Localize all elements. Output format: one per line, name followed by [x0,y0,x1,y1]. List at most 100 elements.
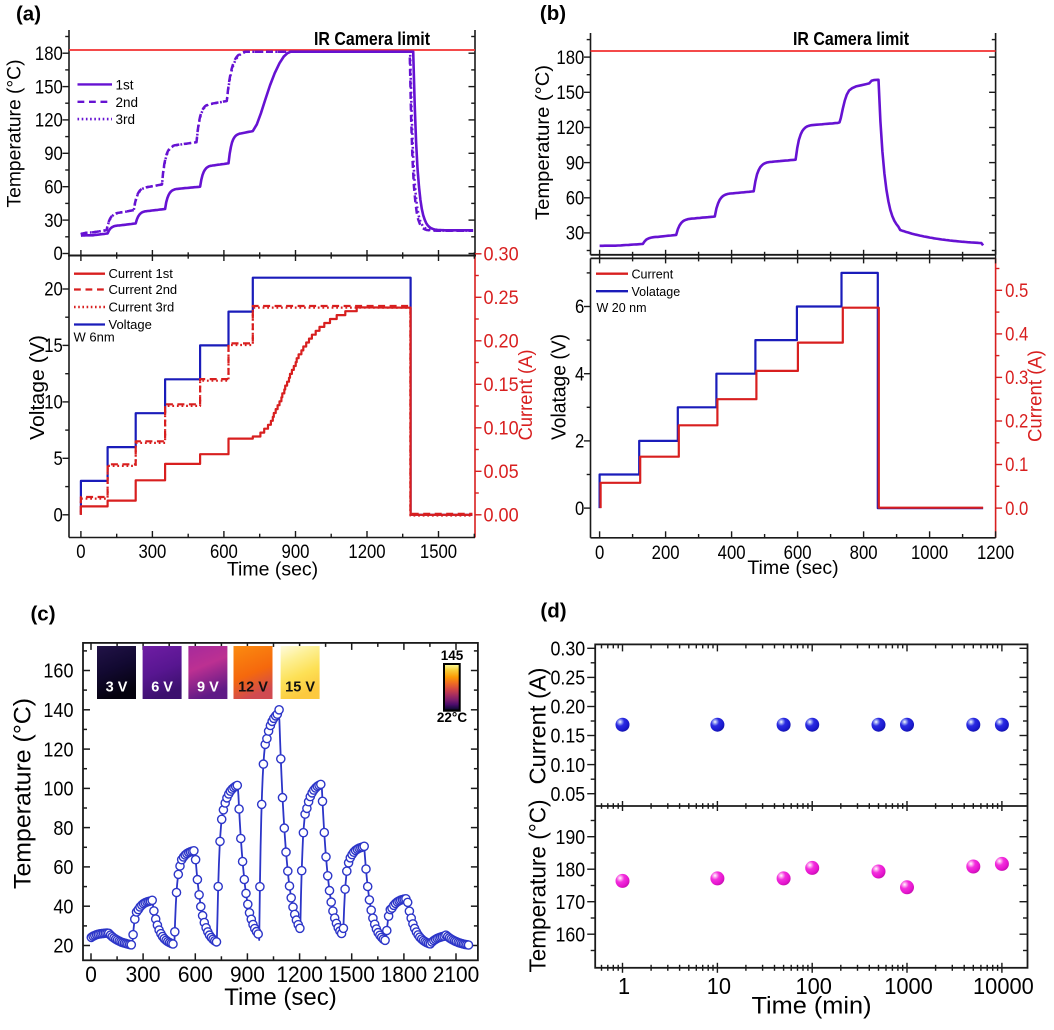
svg-text:Current (A): Current (A) [1026,350,1047,442]
svg-text:1200: 1200 [276,962,323,987]
svg-text:3 V: 3 V [106,680,128,696]
svg-text:Time (min): Time (min) [752,993,872,1020]
svg-text:15 V: 15 V [285,680,315,696]
svg-text:0.25: 0.25 [551,667,586,690]
svg-text:0.3: 0.3 [1005,368,1028,389]
svg-text:Temperature (°C): Temperature (°C) [4,60,26,208]
svg-text:0.4: 0.4 [1005,325,1029,346]
svg-text:0.5: 0.5 [1005,281,1028,302]
svg-text:0.20: 0.20 [484,332,519,353]
svg-text:0.00: 0.00 [484,506,519,527]
svg-text:30: 30 [44,211,63,232]
svg-text:Current: Current [632,267,674,281]
svg-text:600: 600 [210,542,238,563]
svg-text:22°C: 22°C [437,710,467,725]
svg-text:5: 5 [54,449,63,470]
svg-text:0: 0 [76,542,85,563]
svg-text:900: 900 [230,962,265,987]
svg-text:90: 90 [44,144,63,165]
svg-text:IR Camera limit: IR Camera limit [793,29,909,49]
svg-text:(c): (c) [30,603,55,626]
svg-text:100: 100 [796,973,832,999]
svg-text:1000: 1000 [884,973,933,999]
svg-text:180: 180 [35,44,63,65]
svg-text:150: 150 [556,83,584,104]
svg-text:90: 90 [566,153,585,174]
svg-text:120: 120 [35,111,63,132]
svg-text:1st: 1st [116,77,134,92]
svg-text:0.25: 0.25 [484,288,519,309]
svg-text:Voltage (V): Voltage (V) [27,335,49,440]
svg-text:100: 100 [43,778,73,801]
svg-text:6 V: 6 V [151,680,173,696]
svg-text:Voltage: Voltage [109,317,152,332]
svg-text:W 6nm: W 6nm [74,330,115,345]
svg-text:2nd: 2nd [116,95,139,110]
svg-text:10: 10 [44,393,63,414]
svg-text:0.0: 0.0 [1005,499,1028,520]
svg-text:(d): (d) [540,600,566,623]
svg-text:Temperature (°C): Temperature (°C) [532,65,554,220]
svg-text:1000: 1000 [911,543,948,564]
svg-text:0.20: 0.20 [551,696,586,719]
svg-text:1: 1 [618,973,630,999]
svg-text:120: 120 [43,738,73,761]
svg-text:0: 0 [595,543,604,564]
svg-text:0: 0 [54,506,63,527]
svg-text:140: 140 [43,699,73,722]
svg-text:80: 80 [53,817,73,840]
svg-text:Temperature (°C): Temperature (°C) [10,698,37,889]
svg-text:800: 800 [850,543,878,564]
svg-text:6: 6 [575,297,584,318]
svg-text:0.05: 0.05 [484,462,519,483]
svg-text:0: 0 [575,499,584,520]
svg-text:Current (A): Current (A) [516,350,537,441]
svg-text:2: 2 [575,432,584,453]
svg-text:Current 1st: Current 1st [109,266,174,281]
svg-text:190: 190 [556,826,586,849]
svg-text:0.15: 0.15 [484,375,519,396]
svg-text:20: 20 [44,280,63,301]
svg-text:160: 160 [43,660,73,683]
svg-text:Time (sec): Time (sec) [227,559,318,581]
svg-text:1500: 1500 [328,962,375,987]
svg-text:Current 2nd: Current 2nd [109,282,178,297]
svg-text:0.10: 0.10 [551,754,586,777]
svg-text:3rd: 3rd [116,112,136,127]
svg-text:60: 60 [566,189,585,210]
svg-text:Volatage (V): Volatage (V) [549,334,571,440]
svg-text:60: 60 [44,177,63,198]
svg-text:0: 0 [54,244,63,265]
svg-text:4: 4 [575,364,585,385]
svg-text:170: 170 [556,891,586,914]
svg-text:(a): (a) [16,3,41,26]
svg-text:(b): (b) [540,2,566,25]
svg-text:300: 300 [126,962,161,987]
svg-text:1800: 1800 [381,962,428,987]
svg-text:160: 160 [556,923,586,946]
svg-text:145: 145 [441,648,464,663]
svg-text:180: 180 [556,858,586,881]
svg-text:0.15: 0.15 [551,725,586,748]
svg-text:60: 60 [53,856,73,879]
svg-text:20: 20 [53,935,73,958]
svg-text:0.1: 0.1 [1005,455,1028,476]
svg-text:150: 150 [35,77,63,98]
svg-text:0.30: 0.30 [551,638,586,661]
svg-text:40: 40 [53,895,73,918]
svg-text:30: 30 [566,224,585,245]
svg-text:120: 120 [556,118,584,139]
svg-text:400: 400 [718,543,746,564]
svg-text:200: 200 [652,543,680,564]
svg-text:10000: 10000 [973,973,1034,999]
svg-text:1200: 1200 [977,543,1014,564]
svg-text:Temperature (°C): Temperature (°C) [525,800,551,973]
svg-text:IR Camera limit: IR Camera limit [314,29,430,49]
svg-text:600: 600 [784,543,812,564]
svg-text:180: 180 [556,48,584,69]
svg-text:15: 15 [44,336,63,357]
svg-text:Current 3rd: Current 3rd [109,300,175,315]
svg-text:1200: 1200 [348,542,385,563]
svg-text:W 20 nm: W 20 nm [597,301,647,315]
svg-text:0: 0 [85,962,97,987]
